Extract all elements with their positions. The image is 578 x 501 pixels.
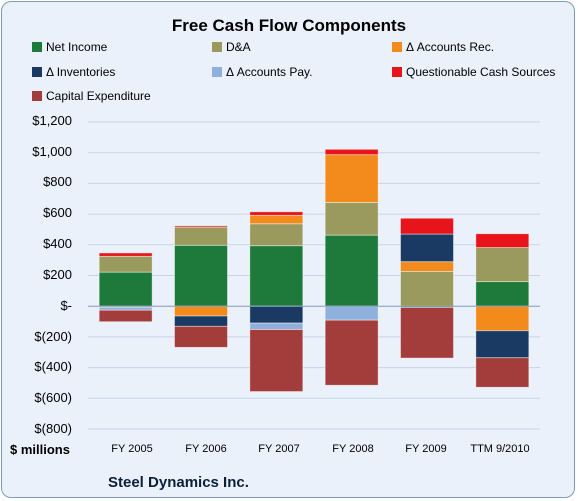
y-axis-unit-label: $ millions xyxy=(10,442,70,457)
x-tick-label: FY 2005 xyxy=(111,443,153,455)
y-tick-label: $400 xyxy=(43,236,72,251)
x-tick-label: FY 2008 xyxy=(332,443,374,455)
bar-segment xyxy=(174,315,228,327)
bar-segment xyxy=(324,305,379,321)
legend-label: Net Income xyxy=(46,40,108,54)
legend-swatch xyxy=(212,67,222,77)
y-tick-label: $600 xyxy=(43,205,72,220)
legend-swatch xyxy=(212,42,222,52)
bar-segment xyxy=(475,330,530,359)
bar-segment xyxy=(324,234,379,307)
bar-segment xyxy=(400,261,454,272)
legend-label: Δ Inventories xyxy=(46,65,116,79)
x-tick-label: FY 2006 xyxy=(185,443,227,455)
bar-segment xyxy=(324,148,379,156)
legend-item-accounts-pay: Δ Accounts Pay. xyxy=(212,65,313,79)
y-tick-label: $200 xyxy=(43,267,72,282)
bar-segment xyxy=(400,270,454,307)
x-tick-label: TTM 9/2010 xyxy=(470,443,530,455)
legend-swatch xyxy=(32,91,42,101)
bar-segment xyxy=(249,329,304,392)
y-tick-label: $1,200 xyxy=(32,113,72,128)
bar-segment xyxy=(98,252,153,257)
x-tick-label: FY 2009 xyxy=(405,443,447,455)
legend-item-net-income: Net Income xyxy=(32,40,107,54)
bar-segment xyxy=(324,154,379,203)
y-tick-label: $- xyxy=(60,298,72,313)
y-tick-label: $800 xyxy=(43,174,72,189)
bar-segment xyxy=(249,223,304,247)
y-tick-label: $1,000 xyxy=(32,144,72,159)
bar-segment xyxy=(324,202,379,236)
legend-label: D&A xyxy=(226,40,251,54)
legend-item-questionable-cash: Questionable Cash Sources xyxy=(392,65,555,79)
legend-label: Δ Accounts Rec. xyxy=(406,40,495,54)
y-tick-label: $(200) xyxy=(34,329,72,344)
legend-item-capex: Capital Expenditure xyxy=(32,89,151,103)
x-tick-label: FY 2007 xyxy=(258,443,300,455)
bar-segment xyxy=(475,305,530,332)
bar-segment xyxy=(98,309,153,323)
bar-segment xyxy=(400,233,454,263)
bar-segment xyxy=(249,211,304,216)
bar-segment xyxy=(400,217,454,235)
bar-segment xyxy=(249,245,304,307)
bar-segment xyxy=(324,319,379,386)
legend-item-inventories: Δ Inventories xyxy=(32,65,115,79)
bar-segment xyxy=(174,325,228,348)
legend-swatch xyxy=(32,67,42,77)
legend-item-accounts-rec: Δ Accounts Rec. xyxy=(392,40,494,54)
y-tick-label: $(600) xyxy=(34,390,72,405)
bar-segment xyxy=(174,225,228,228)
bar-segment xyxy=(400,307,454,359)
legend-label: Δ Accounts Pay. xyxy=(226,65,313,79)
bar-segment xyxy=(249,305,304,324)
legend-swatch xyxy=(32,42,42,52)
bar-segment xyxy=(98,255,153,273)
bar-segment xyxy=(475,247,530,283)
bar-segment xyxy=(98,271,153,307)
bar-segment xyxy=(475,357,530,388)
bar-segment xyxy=(249,322,304,330)
y-tick-label: $(400) xyxy=(34,359,72,374)
bar-segment xyxy=(174,226,228,246)
legend-swatch xyxy=(392,42,402,52)
bar-segment xyxy=(174,305,228,317)
bar-segment xyxy=(475,281,530,307)
bar-segment xyxy=(174,244,228,307)
y-tick-label: $(800) xyxy=(34,421,72,436)
legend-label: Questionable Cash Sources xyxy=(406,65,556,79)
bar-segment xyxy=(249,214,304,225)
company-name: Steel Dynamics Inc. xyxy=(108,474,249,491)
legend-label: Capital Expenditure xyxy=(46,89,151,103)
legend-swatch xyxy=(392,67,402,77)
bar-segment xyxy=(475,233,530,248)
chart-title: Free Cash Flow Components xyxy=(171,16,407,35)
legend-item-da: D&A xyxy=(212,40,251,54)
